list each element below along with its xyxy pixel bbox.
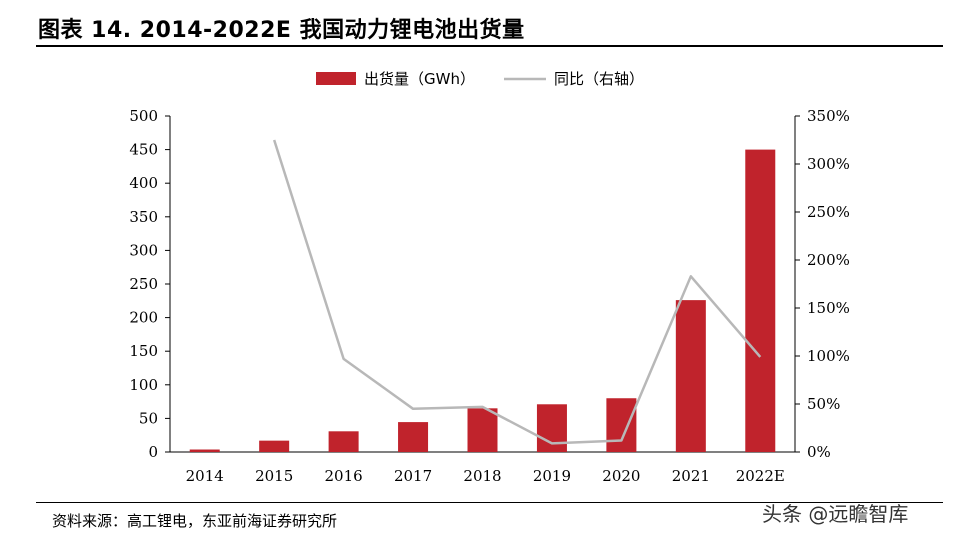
right-tick-label: 150% [807, 299, 850, 317]
left-tick-label: 50 [139, 409, 158, 427]
legend-bar-label: 出货量（GWh） [364, 70, 475, 88]
x-axis-labels: 2014 2015 2016 2017 2018 2019 2020 2021 2022E [186, 467, 785, 485]
right-tick-label: 50% [807, 395, 840, 413]
left-tick-label: 400 [129, 174, 158, 192]
x-tick-label: 2014 [186, 467, 224, 485]
footer-rule [36, 502, 943, 503]
left-tick-label: 450 [129, 141, 158, 159]
bar [467, 408, 498, 452]
bar [606, 398, 637, 452]
watermark: 头条 @远瞻智库 [762, 502, 909, 526]
x-tick-label: 2015 [255, 467, 293, 485]
bar [398, 422, 429, 452]
left-tick-label: 150 [129, 342, 158, 360]
right-tick-label: 100% [807, 347, 850, 365]
left-tick-label: 350 [129, 208, 158, 226]
chart-title: 图表 14. 2014-2022E 我国动力锂电池出货量 [38, 18, 525, 43]
bar [259, 440, 290, 452]
right-tick-label: 250% [807, 203, 850, 221]
right-tick-label: 350% [807, 107, 850, 125]
axes: 0 50 100 150 200 250 300 350 400 450 500 0% 50% 100% 1… [129, 107, 850, 461]
x-tick-label: 2018 [463, 467, 501, 485]
legend: 出货量（GWh） 同比（右轴） [316, 70, 644, 88]
x-tick-label: 2019 [533, 467, 571, 485]
legend-bar-swatch [316, 72, 356, 85]
x-tick-label: 2017 [394, 467, 432, 485]
bar [189, 449, 220, 452]
source-note: 资料来源：高工锂电，东亚前海证券研究所 [52, 512, 338, 530]
left-tick-label: 100 [129, 376, 158, 394]
bar [675, 300, 706, 452]
x-tick-label: 2016 [325, 467, 363, 485]
left-tick-label: 300 [129, 241, 158, 259]
right-tick-label: 0% [807, 443, 831, 461]
title-rule [36, 45, 943, 47]
left-tick-label: 250 [129, 275, 158, 293]
right-tick-label: 200% [807, 251, 850, 269]
x-tick-label: 2021 [672, 467, 710, 485]
x-tick-label: 2022E [736, 467, 785, 485]
bar [745, 149, 776, 452]
yoy-line [272, 139, 762, 445]
legend-line-label: 同比（右轴） [554, 70, 644, 88]
x-tick-label: 2020 [602, 467, 640, 485]
line-series [272, 139, 762, 445]
right-tick-label: 300% [807, 155, 850, 173]
left-tick-label: 0 [148, 443, 158, 461]
bar-series [189, 149, 776, 452]
bar [536, 404, 567, 452]
left-tick-label: 200 [129, 309, 158, 327]
bar [328, 431, 359, 452]
left-tick-label: 500 [129, 107, 158, 125]
